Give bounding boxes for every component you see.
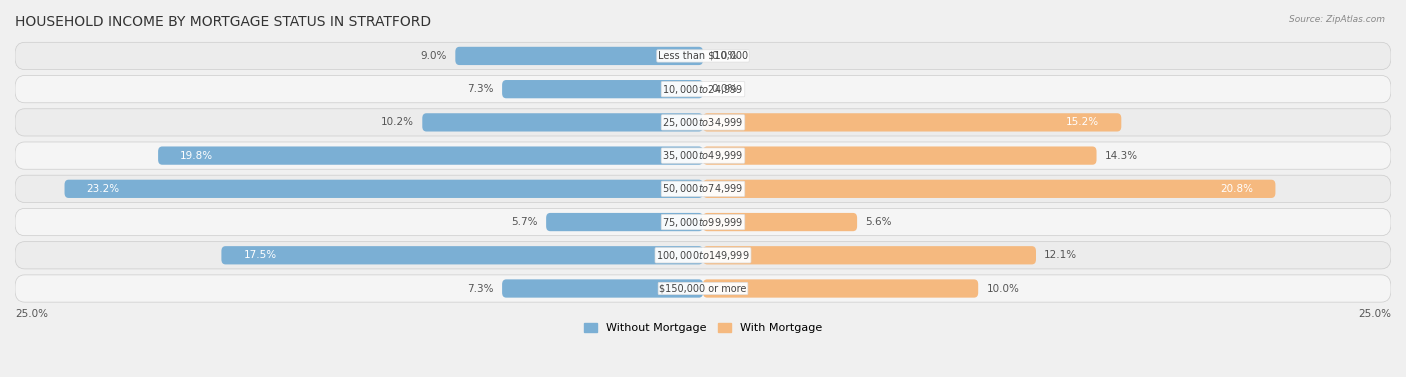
- FancyBboxPatch shape: [703, 147, 1097, 165]
- Text: 9.0%: 9.0%: [420, 51, 447, 61]
- FancyBboxPatch shape: [422, 113, 703, 132]
- FancyBboxPatch shape: [15, 208, 1391, 236]
- FancyBboxPatch shape: [221, 246, 703, 264]
- Text: 23.2%: 23.2%: [87, 184, 120, 194]
- FancyBboxPatch shape: [456, 47, 703, 65]
- FancyBboxPatch shape: [703, 180, 1275, 198]
- Text: 25.0%: 25.0%: [1358, 309, 1391, 319]
- FancyBboxPatch shape: [502, 80, 703, 98]
- Text: 5.7%: 5.7%: [512, 217, 538, 227]
- FancyBboxPatch shape: [157, 147, 703, 165]
- FancyBboxPatch shape: [15, 42, 1391, 69]
- FancyBboxPatch shape: [15, 142, 1391, 169]
- Text: 7.3%: 7.3%: [467, 84, 494, 94]
- Text: 0.0%: 0.0%: [711, 84, 738, 94]
- Text: Less than $10,000: Less than $10,000: [658, 51, 748, 61]
- FancyBboxPatch shape: [546, 213, 703, 231]
- Text: $150,000 or more: $150,000 or more: [659, 284, 747, 294]
- Text: 10.2%: 10.2%: [381, 117, 413, 127]
- FancyBboxPatch shape: [703, 246, 1036, 264]
- Text: $75,000 to $99,999: $75,000 to $99,999: [662, 216, 744, 228]
- Text: 7.3%: 7.3%: [467, 284, 494, 294]
- Text: $100,000 to $149,999: $100,000 to $149,999: [657, 249, 749, 262]
- Text: 0.0%: 0.0%: [711, 51, 738, 61]
- FancyBboxPatch shape: [703, 213, 858, 231]
- Text: 12.1%: 12.1%: [1045, 250, 1077, 260]
- Text: 25.0%: 25.0%: [15, 309, 48, 319]
- Text: 5.6%: 5.6%: [865, 217, 891, 227]
- Text: 19.8%: 19.8%: [180, 150, 214, 161]
- FancyBboxPatch shape: [15, 75, 1391, 103]
- FancyBboxPatch shape: [703, 113, 1122, 132]
- FancyBboxPatch shape: [15, 275, 1391, 302]
- Text: Source: ZipAtlas.com: Source: ZipAtlas.com: [1289, 15, 1385, 24]
- Text: 17.5%: 17.5%: [243, 250, 277, 260]
- FancyBboxPatch shape: [65, 180, 703, 198]
- FancyBboxPatch shape: [703, 279, 979, 297]
- Text: 14.3%: 14.3%: [1105, 150, 1137, 161]
- FancyBboxPatch shape: [15, 175, 1391, 202]
- Text: 20.8%: 20.8%: [1220, 184, 1253, 194]
- Text: 15.2%: 15.2%: [1066, 117, 1099, 127]
- FancyBboxPatch shape: [502, 279, 703, 297]
- Text: HOUSEHOLD INCOME BY MORTGAGE STATUS IN STRATFORD: HOUSEHOLD INCOME BY MORTGAGE STATUS IN S…: [15, 15, 432, 29]
- Text: 10.0%: 10.0%: [987, 284, 1019, 294]
- Text: $50,000 to $74,999: $50,000 to $74,999: [662, 182, 744, 195]
- Text: $10,000 to $24,999: $10,000 to $24,999: [662, 83, 744, 96]
- FancyBboxPatch shape: [15, 109, 1391, 136]
- Legend: Without Mortgage, With Mortgage: Without Mortgage, With Mortgage: [579, 318, 827, 338]
- Text: $35,000 to $49,999: $35,000 to $49,999: [662, 149, 744, 162]
- Text: $25,000 to $34,999: $25,000 to $34,999: [662, 116, 744, 129]
- FancyBboxPatch shape: [15, 242, 1391, 269]
